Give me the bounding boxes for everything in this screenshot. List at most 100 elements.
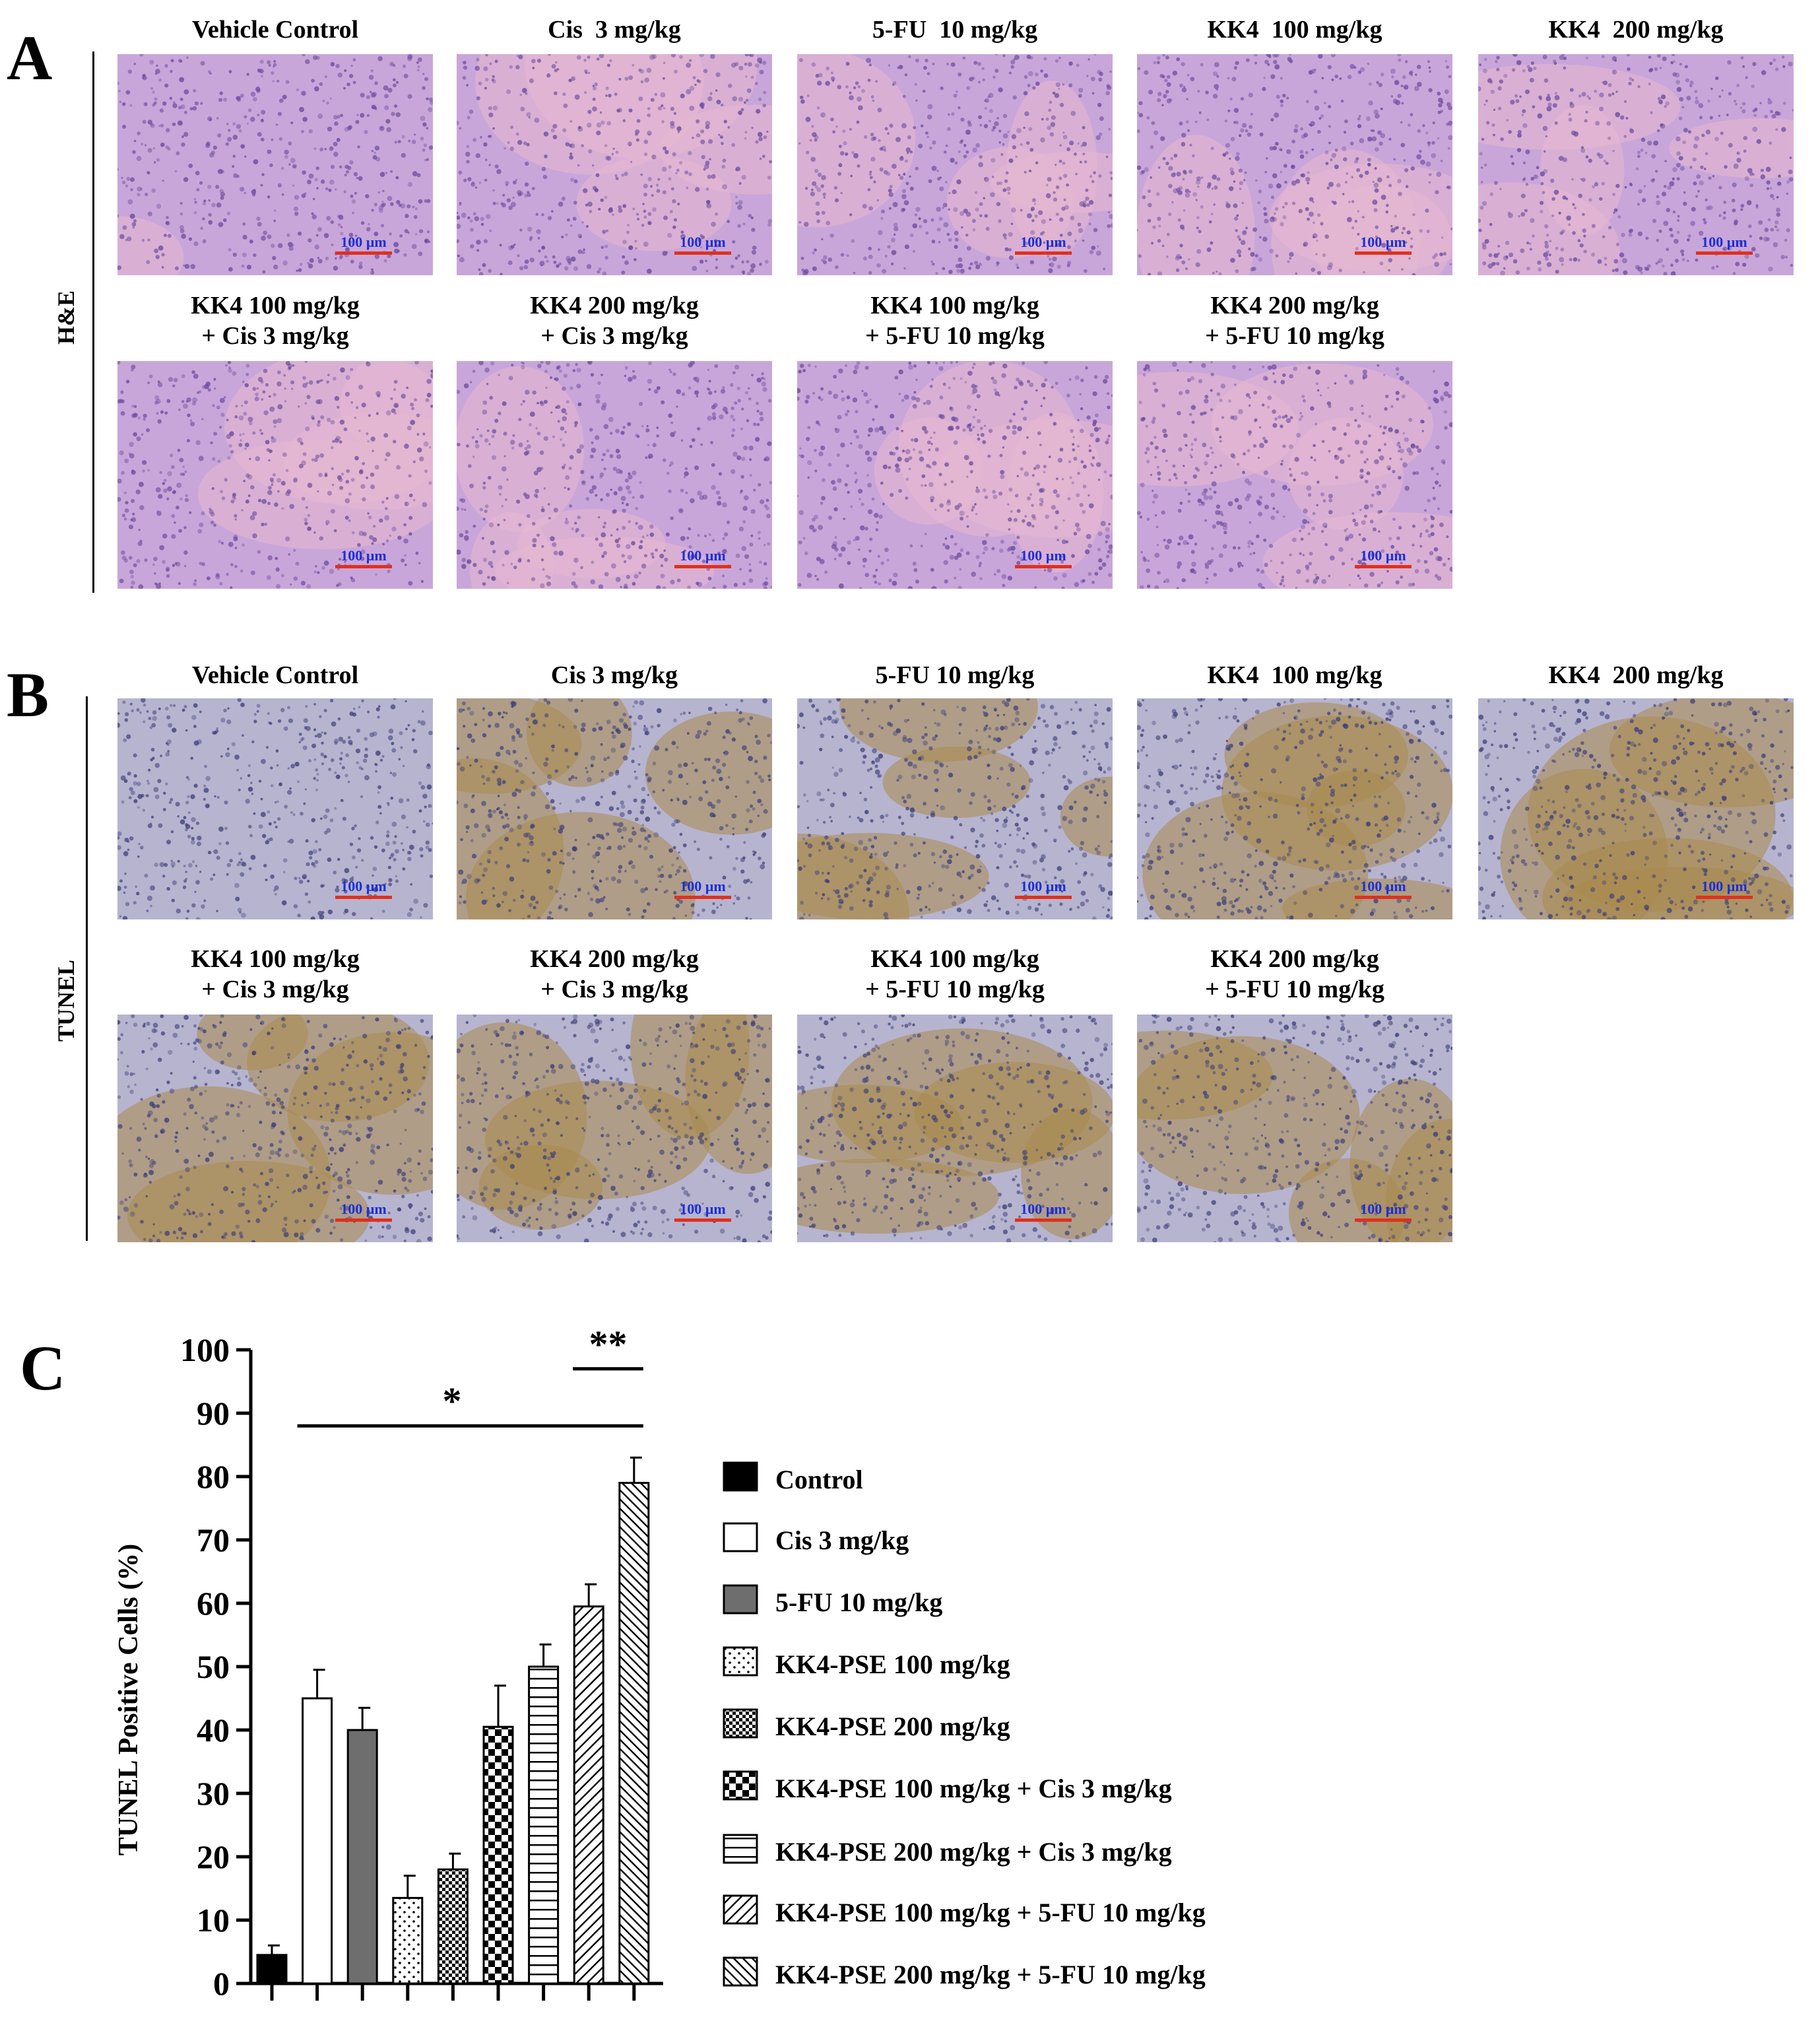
scale-bar-label: 100 µm — [1701, 234, 1747, 250]
micrograph-title: KK4 100 mg/kg — [1111, 15, 1479, 45]
micrograph-title: Vehicle Control — [91, 660, 459, 690]
micrograph-title-line: KK4 100 mg/kg — [1207, 16, 1382, 44]
scale-bar-line — [1015, 1218, 1072, 1222]
micrograph-title-line: KK4 100 mg/kg — [870, 292, 1039, 319]
micrograph-title-line: KK4 100 mg/kg — [191, 945, 360, 973]
y-tick-label: 80 — [197, 1458, 230, 1495]
scale-bar: 100 µm — [674, 879, 731, 899]
scale-bar: 100 µm — [1015, 1201, 1072, 1222]
scale-bar-line — [1355, 565, 1412, 568]
micrograph-title-line: KK4 100 mg/kg — [870, 945, 1039, 973]
scale-bar-line — [674, 251, 731, 255]
micrograph-title: Vehicle Control — [91, 15, 459, 45]
scale-bar: 100 µm — [335, 234, 392, 255]
micrograph-title-line: KK4 200 mg/kg — [1210, 292, 1379, 319]
scale-bar-label: 100 µm — [680, 547, 726, 564]
scale-bar-label: 100 µm — [1360, 1201, 1406, 1217]
he-micrograph: 100 µm — [1137, 54, 1452, 275]
scale-bar-label: 100 µm — [1020, 878, 1066, 894]
bar — [573, 1605, 604, 1985]
legend-label: KK4-PSE 200 mg/kg + Cis 3 mg/kg — [775, 1837, 1172, 1867]
scale-bar-line — [1355, 1218, 1412, 1222]
scale-bar-label: 100 µm — [1020, 547, 1066, 564]
panel-c-letter: C — [20, 1333, 66, 1403]
micrograph-title: KK4 100 mg/kg + Cis 3 mg/kg — [91, 944, 459, 1005]
he-micrograph: 100 µm — [1137, 361, 1452, 589]
scale-bar: 100 µm — [1355, 1201, 1412, 1222]
tunel-micrograph: 100 µm — [1478, 698, 1794, 919]
scale-bar-label: 100 µm — [680, 878, 726, 894]
scale-bar-label: 100 µm — [341, 234, 387, 250]
scale-bar-line — [1355, 896, 1412, 899]
y-tick-label: 90 — [197, 1395, 230, 1432]
micrograph-title: KK4 200 mg/kg + 5-FU 10 mg/kg — [1111, 290, 1479, 351]
micrograph-title-line: Cis 3 mg/kg — [548, 16, 681, 44]
legend-swatch — [723, 1522, 758, 1552]
significance-label: ** — [589, 1323, 628, 1366]
micrograph-title-line: + 5-FU 10 mg/kg — [1205, 322, 1384, 350]
legend-swatch — [723, 1646, 758, 1677]
scale-bar: 100 µm — [1696, 234, 1753, 255]
scale-bar-label: 100 µm — [1360, 878, 1406, 894]
bar — [437, 1868, 469, 1985]
significance-label: * — [443, 1380, 462, 1422]
scale-bar: 100 µm — [674, 548, 731, 568]
scale-bar: 100 µm — [1015, 548, 1072, 568]
scale-bar: 100 µm — [1355, 234, 1412, 255]
micrograph-title: KK4 100 mg/kg — [1111, 660, 1479, 690]
panel-a-letter: A — [7, 22, 53, 93]
micrograph-title-line: KK4 200 mg/kg — [530, 292, 699, 319]
he-micrograph: 100 µm — [797, 361, 1113, 589]
scale-bar: 100 µm — [1696, 879, 1753, 899]
micrograph-title-line: + 5-FU 10 mg/kg — [865, 322, 1045, 350]
micrograph-title-line: + Cis 3 mg/kg — [540, 322, 688, 350]
micrograph-title-line: Vehicle Control — [191, 16, 359, 44]
bar — [346, 1729, 378, 1985]
he-micrograph: 100 µm — [457, 54, 772, 275]
scale-bar-line — [1015, 251, 1072, 255]
he-micrograph: 100 µm — [457, 361, 772, 589]
bar — [302, 1697, 333, 1985]
scale-bar-label: 100 µm — [1701, 878, 1747, 894]
panel-a-side-label: H&E — [53, 290, 79, 345]
scale-bar: 100 µm — [1355, 879, 1412, 899]
panel-b-side-label: TUNEL — [53, 959, 79, 1042]
scale-bar: 100 µm — [674, 234, 731, 255]
tunel-micrograph: 100 µm — [117, 698, 433, 919]
micrograph-title-line: KK4 200 mg/kg — [1548, 661, 1724, 689]
micrograph-title-line: + 5-FU 10 mg/kg — [865, 976, 1045, 1003]
tunel-micrograph: 100 µm — [797, 698, 1113, 919]
micrograph-title-line: KK4 200 mg/kg — [1210, 945, 1379, 973]
micrograph-title-line: KK4 200 mg/kg — [530, 945, 699, 973]
y-tick-label: 70 — [197, 1521, 230, 1558]
he-micrograph: 100 µm — [117, 54, 433, 275]
legend-label: KK4-PSE 200 mg/kg + 5-FU 10 mg/kg — [775, 1960, 1206, 1989]
panel-a-divider — [92, 51, 94, 593]
scale-bar-line — [1015, 565, 1072, 568]
scale-bar-line — [1696, 251, 1753, 255]
scale-bar-label: 100 µm — [1360, 547, 1406, 564]
micrograph-title: KK4 100 mg/kg + 5-FU 10 mg/kg — [771, 290, 1139, 351]
scale-bar-line — [335, 896, 392, 899]
bar — [256, 1954, 288, 1985]
micrograph-title: KK4 100 mg/kg + Cis 3 mg/kg — [91, 290, 459, 351]
micrograph-title-line: KK4 100 mg/kg — [191, 292, 360, 319]
scale-bar-label: 100 µm — [341, 878, 387, 894]
micrograph-title-line: 5-FU 10 mg/kg — [872, 16, 1038, 44]
tunel-micrograph: 100 µm — [457, 698, 772, 919]
scale-bar: 100 µm — [335, 1201, 392, 1222]
scale-bar-line — [1696, 896, 1753, 899]
scale-bar-line — [335, 251, 392, 255]
scale-bar-line — [674, 1218, 731, 1222]
micrograph-title: Cis 3 mg/kg — [430, 660, 798, 690]
scale-bar: 100 µm — [335, 548, 392, 568]
tunel-bar-chart: 0 10 20 30 40 50 60 70 80 90 100 TUNEL Positive Cel… — [114, 1323, 663, 2002]
panel-b-divider — [86, 696, 88, 1241]
tunel-micrograph: 100 µm — [457, 1015, 772, 1242]
legend-swatch — [723, 1770, 758, 1801]
scale-bar-line — [674, 896, 731, 899]
micrograph-title: KK4 200 mg/kg — [1452, 660, 1820, 690]
legend-label: KK4-PSE 100 mg/kg + 5-FU 10 mg/kg — [775, 1898, 1206, 1927]
bar — [528, 1665, 560, 1985]
scale-bar-line — [335, 565, 392, 568]
